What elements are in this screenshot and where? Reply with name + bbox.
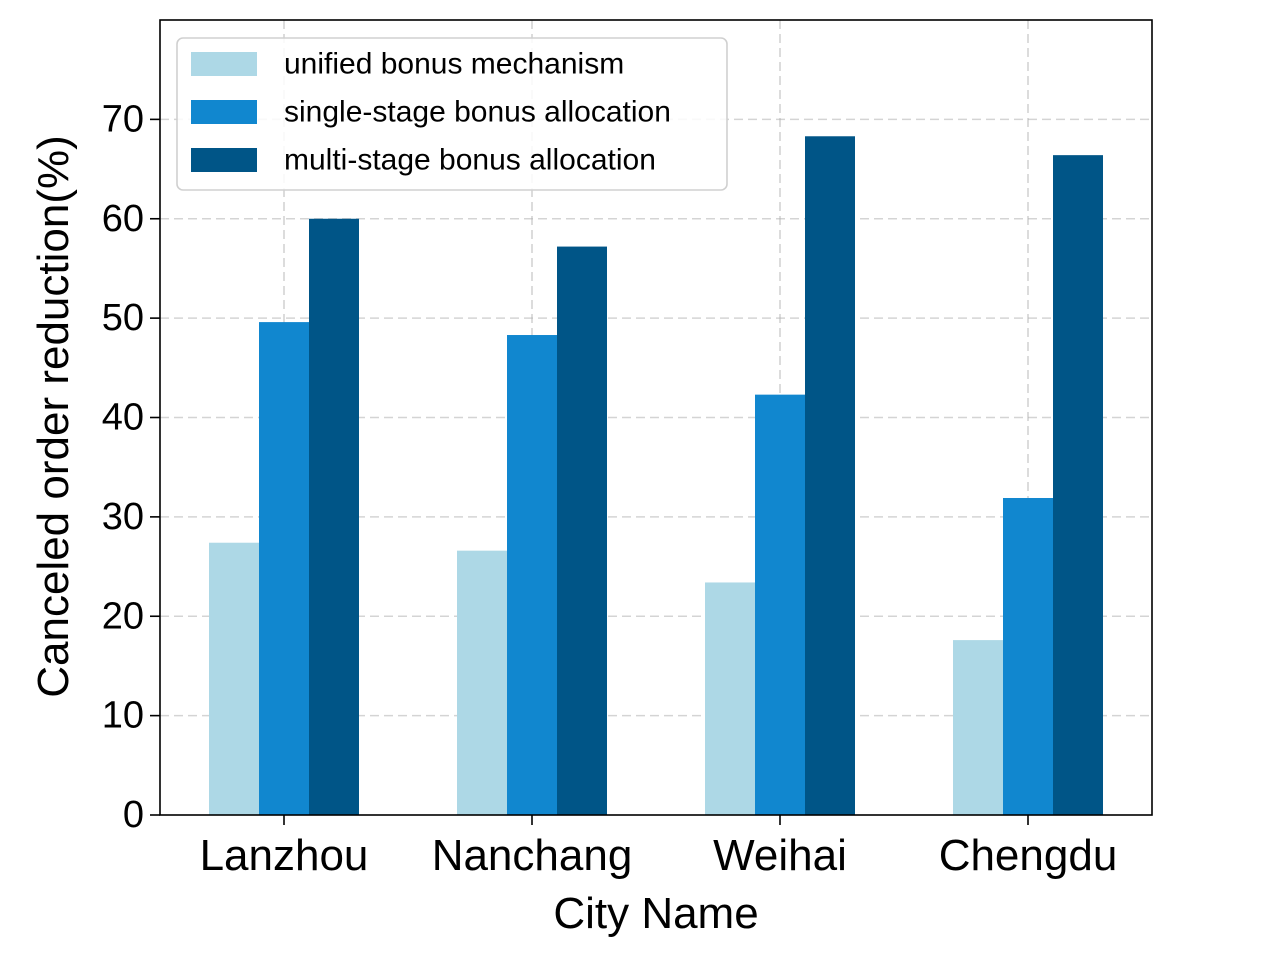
legend-swatch — [191, 52, 257, 76]
x-axis-label: City Name — [553, 889, 758, 938]
bar — [755, 394, 805, 815]
legend-frame — [176, 37, 728, 191]
bar — [705, 582, 755, 815]
legend: unified bonus mechanism single-stage bonu… — [176, 37, 728, 191]
bar — [209, 542, 259, 815]
bar — [259, 322, 309, 815]
legend-swatch — [191, 148, 257, 172]
bar — [507, 335, 557, 815]
x-tick-label: Lanzhou — [200, 831, 369, 880]
bar — [309, 218, 359, 815]
bar — [953, 640, 1003, 815]
y-axis-label: Canceled order reduction(%) — [29, 135, 78, 698]
bar — [457, 550, 507, 815]
y-tick-label: 10 — [102, 695, 144, 737]
bars — [209, 136, 1103, 816]
y-tick-label: 40 — [102, 397, 144, 439]
y-tick-label: 60 — [102, 198, 144, 240]
bar — [805, 136, 855, 816]
bar — [1053, 155, 1103, 815]
legend-label: multi-stage bonus allocation — [284, 144, 656, 177]
legend-label: single-stage bonus allocation — [284, 96, 671, 129]
x-tick-label: Nanchang — [432, 831, 633, 880]
y-tick-label: 30 — [102, 496, 144, 538]
bar — [557, 246, 607, 815]
legend-swatch — [191, 100, 257, 124]
x-tick-label: Chengdu — [939, 831, 1118, 880]
y-tick-label: 50 — [102, 297, 144, 339]
axes: 0 10 20 30 40 50 60 70 Lanzhou Nanchang Weihai Chen… — [102, 98, 1118, 880]
y-tick-label: 0 — [123, 794, 144, 836]
bar — [1003, 497, 1053, 815]
x-tick-label: Weihai — [713, 831, 847, 880]
legend-label: unified bonus mechanism — [284, 48, 624, 81]
y-tick-label: 20 — [102, 595, 144, 637]
y-tick-label: 70 — [102, 98, 144, 140]
